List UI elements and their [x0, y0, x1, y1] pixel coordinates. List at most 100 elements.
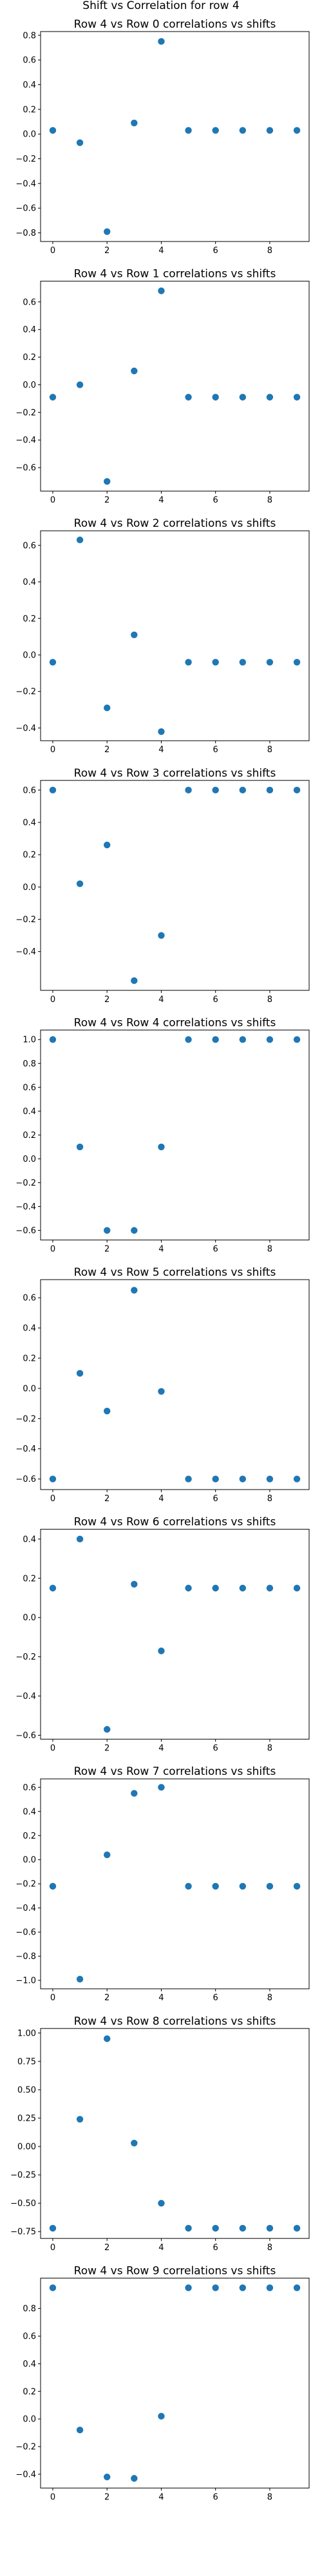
x-tick-label: 4: [158, 1244, 164, 1254]
y-tick-label: −0.4: [15, 1202, 36, 1212]
x-tick-label: 2: [104, 1244, 109, 1254]
y-tick-label: 0.4: [23, 1535, 36, 1544]
axes-frame: [40, 281, 310, 492]
x-tick-label: 4: [158, 1744, 164, 1754]
y-tick-label: 0.0: [23, 883, 36, 893]
y-tick-label: 0.4: [23, 578, 36, 587]
data-point: [266, 659, 274, 666]
data-point: [212, 393, 219, 401]
data-point: [131, 1227, 138, 1234]
data-point: [293, 1036, 301, 1043]
y-tick-label: 0.4: [23, 1107, 36, 1117]
y-tick-label: −0.50: [10, 2199, 36, 2209]
data-point: [185, 1036, 192, 1043]
data-point: [185, 393, 192, 401]
x-tick-label: 8: [267, 246, 272, 256]
data-point: [103, 1852, 111, 1859]
y-tick-label: 0.6: [23, 56, 36, 66]
data-point: [212, 786, 219, 794]
x-tick-label: 0: [50, 2243, 55, 2253]
data-point: [212, 1036, 219, 1043]
data-point: [266, 1584, 274, 1592]
data-point: [158, 1388, 165, 1395]
data-point: [103, 478, 111, 485]
x-tick-label: 4: [158, 1494, 164, 1504]
data-point: [49, 786, 57, 794]
data-point: [103, 1726, 111, 1733]
y-tick-label: −0.6: [15, 464, 36, 473]
y-tick-label: 0.0: [23, 381, 36, 390]
figure-suptitle: Shift vs Correlation for row 4: [82, 0, 239, 12]
y-tick-label: −0.2: [15, 1179, 36, 1188]
y-tick-label: 0.6: [23, 1783, 36, 1793]
data-point: [76, 1143, 84, 1151]
data-point: [293, 1475, 301, 1482]
y-tick-label: −0.75: [10, 2228, 36, 2237]
x-tick-label: 8: [267, 496, 272, 506]
y-tick-label: 0.0: [23, 1155, 36, 1164]
x-tick-label: 6: [213, 246, 218, 256]
data-point: [185, 1475, 192, 1482]
data-point: [76, 880, 84, 887]
y-tick-label: 0.0: [23, 1613, 36, 1623]
data-point: [293, 2284, 301, 2291]
y-tick-label: 0.0: [23, 650, 36, 660]
data-point: [76, 536, 84, 544]
y-tick-label: 0.0: [23, 2415, 36, 2425]
data-point: [266, 1882, 274, 1890]
data-point: [131, 367, 138, 375]
y-tick-label: 0.6: [23, 1294, 36, 1303]
data-point: [266, 1036, 274, 1043]
y-tick-label: 0.6: [23, 298, 36, 307]
y-tick-label: 0.6: [23, 786, 36, 795]
y-tick-label: 0.8: [23, 2304, 36, 2314]
data-point: [49, 2224, 57, 2232]
data-point: [266, 393, 274, 401]
data-point: [103, 2035, 111, 2042]
subplot-title: Row 4 vs Row 8 correlations vs shifts: [74, 2015, 276, 2028]
data-point: [185, 127, 192, 134]
data-point: [131, 1790, 138, 1797]
x-tick-label: 0: [50, 1993, 55, 2003]
data-point: [131, 631, 138, 638]
x-tick-label: 0: [50, 1744, 55, 1754]
y-tick-label: −0.4: [15, 1692, 36, 1701]
data-point: [212, 127, 219, 134]
data-point: [76, 2427, 84, 2434]
data-point: [266, 2224, 274, 2232]
y-tick-label: 0.6: [23, 1083, 36, 1093]
y-tick-label: 0.50: [17, 2085, 36, 2095]
data-point: [158, 1143, 165, 1151]
data-point: [212, 1584, 219, 1592]
y-tick-label: 0.4: [23, 1807, 36, 1817]
axes-frame: [40, 530, 310, 741]
x-tick-label: 2: [104, 246, 109, 256]
data-point: [293, 127, 301, 134]
y-tick-label: −0.6: [15, 1475, 36, 1484]
x-tick-label: 0: [50, 496, 55, 506]
x-tick-label: 2: [104, 2492, 109, 2502]
y-tick-label: 0.0: [23, 130, 36, 140]
data-point: [212, 1475, 219, 1482]
y-tick-label: 1.0: [23, 1036, 36, 1045]
data-point: [103, 841, 111, 849]
x-tick-label: 4: [158, 1993, 164, 2003]
data-point: [76, 139, 84, 146]
data-point: [266, 1475, 274, 1482]
y-tick-label: −0.4: [15, 724, 36, 734]
data-point: [158, 38, 165, 45]
y-tick-label: 0.25: [17, 2114, 36, 2124]
y-tick-label: −0.2: [15, 155, 36, 164]
data-point: [185, 1882, 192, 1890]
subplot-title: Row 4 vs Row 6 correlations vs shifts: [74, 1516, 276, 1529]
x-tick-label: 4: [158, 995, 164, 1005]
y-tick-label: 0.2: [23, 1832, 36, 1841]
data-point: [103, 704, 111, 712]
data-point: [239, 1475, 247, 1482]
x-tick-label: 2: [104, 1494, 109, 1504]
data-point: [239, 393, 247, 401]
x-tick-label: 0: [50, 246, 55, 256]
axes-frame: [40, 1279, 310, 1490]
data-point: [49, 127, 57, 134]
subplot-9: Row 4 vs Row 9 correlations vs shifts 0 2 4…: [15, 2264, 310, 2502]
